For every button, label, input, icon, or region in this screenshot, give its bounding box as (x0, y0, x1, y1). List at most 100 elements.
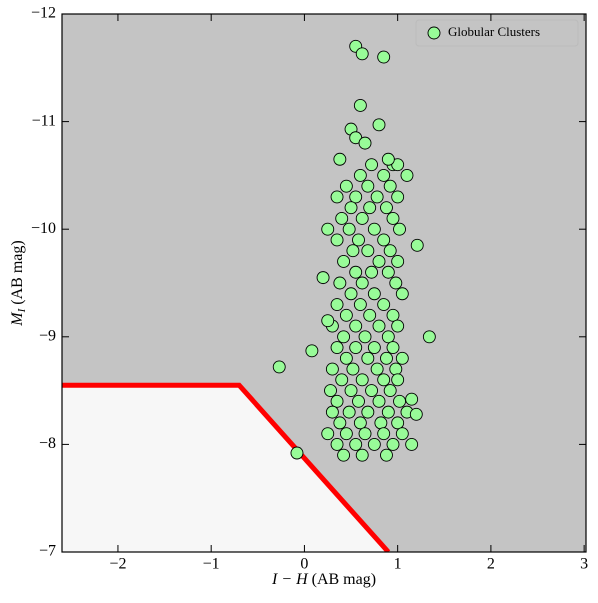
point (386, 437, 400, 451)
point (349, 265, 363, 279)
y-tick-label: −12 (31, 5, 56, 22)
point (391, 373, 405, 387)
point (386, 211, 400, 225)
point (370, 190, 384, 204)
point (321, 427, 335, 441)
y-tick-label: −9 (39, 327, 56, 344)
point (349, 190, 363, 204)
point (372, 319, 386, 333)
point (358, 136, 372, 150)
point (346, 244, 360, 258)
point (337, 255, 351, 268)
point (363, 201, 377, 215)
point (374, 416, 388, 430)
legend-box (415, 19, 579, 47)
point (409, 407, 423, 421)
point (353, 416, 367, 430)
point (391, 190, 405, 204)
point (358, 330, 372, 344)
point (365, 265, 379, 279)
boundary-line (62, 382, 391, 552)
point (272, 360, 286, 374)
point (386, 308, 400, 322)
point (339, 427, 353, 441)
point (391, 319, 405, 333)
y-tick-label: −8 (39, 435, 56, 452)
point (405, 437, 419, 451)
point (389, 276, 403, 290)
point (335, 211, 349, 225)
point (400, 168, 414, 182)
point (342, 222, 356, 236)
point (316, 271, 330, 285)
point (352, 394, 365, 408)
point (333, 416, 347, 430)
point (330, 341, 344, 355)
point (377, 50, 391, 64)
point (367, 437, 381, 451)
point (367, 287, 381, 301)
point (381, 405, 395, 419)
x-tick-label: 3 (580, 556, 588, 573)
point (372, 255, 386, 268)
point (321, 314, 335, 328)
x-tick-label: −1 (203, 556, 220, 573)
point (330, 394, 344, 408)
point (393, 394, 406, 408)
point (330, 233, 344, 247)
point (377, 233, 391, 247)
point (337, 330, 351, 344)
point (344, 384, 358, 398)
point (349, 319, 363, 333)
x-axis-label: I − H (AB mag) (271, 571, 376, 588)
point (355, 373, 369, 387)
plot-area (62, 39, 436, 552)
legend-label: Globular Clusters (448, 24, 540, 39)
point (386, 341, 400, 355)
x-tick-label: 1 (394, 556, 402, 573)
x-tick-label: 0 (300, 556, 308, 573)
point (380, 201, 393, 215)
point (377, 427, 391, 441)
point (335, 373, 349, 387)
point (405, 392, 419, 406)
point (344, 201, 358, 215)
point (339, 308, 353, 322)
point (355, 276, 369, 290)
point (381, 152, 395, 166)
point (381, 330, 395, 344)
point (393, 222, 406, 236)
point (395, 351, 409, 365)
point (383, 244, 397, 258)
excluded-region (62, 385, 389, 552)
point (324, 384, 337, 398)
point (383, 179, 397, 193)
point (361, 351, 375, 365)
point (391, 416, 405, 430)
point (339, 351, 353, 365)
point (349, 437, 363, 451)
point (372, 394, 386, 408)
point (391, 255, 405, 268)
point (330, 298, 344, 311)
point (372, 118, 386, 132)
point (361, 405, 375, 419)
point (367, 341, 381, 355)
point (344, 287, 358, 301)
point (422, 330, 436, 344)
point (325, 362, 339, 376)
point (380, 351, 393, 365)
point (355, 47, 369, 61)
point (377, 298, 391, 311)
point (395, 427, 409, 441)
point (365, 158, 379, 172)
y-tick-label: −11 (32, 112, 56, 129)
point (367, 222, 381, 236)
point (381, 265, 395, 279)
point (352, 233, 365, 247)
x-tick-label: −2 (109, 556, 126, 573)
point (410, 238, 424, 252)
legend-marker (427, 26, 441, 40)
point (330, 437, 344, 451)
